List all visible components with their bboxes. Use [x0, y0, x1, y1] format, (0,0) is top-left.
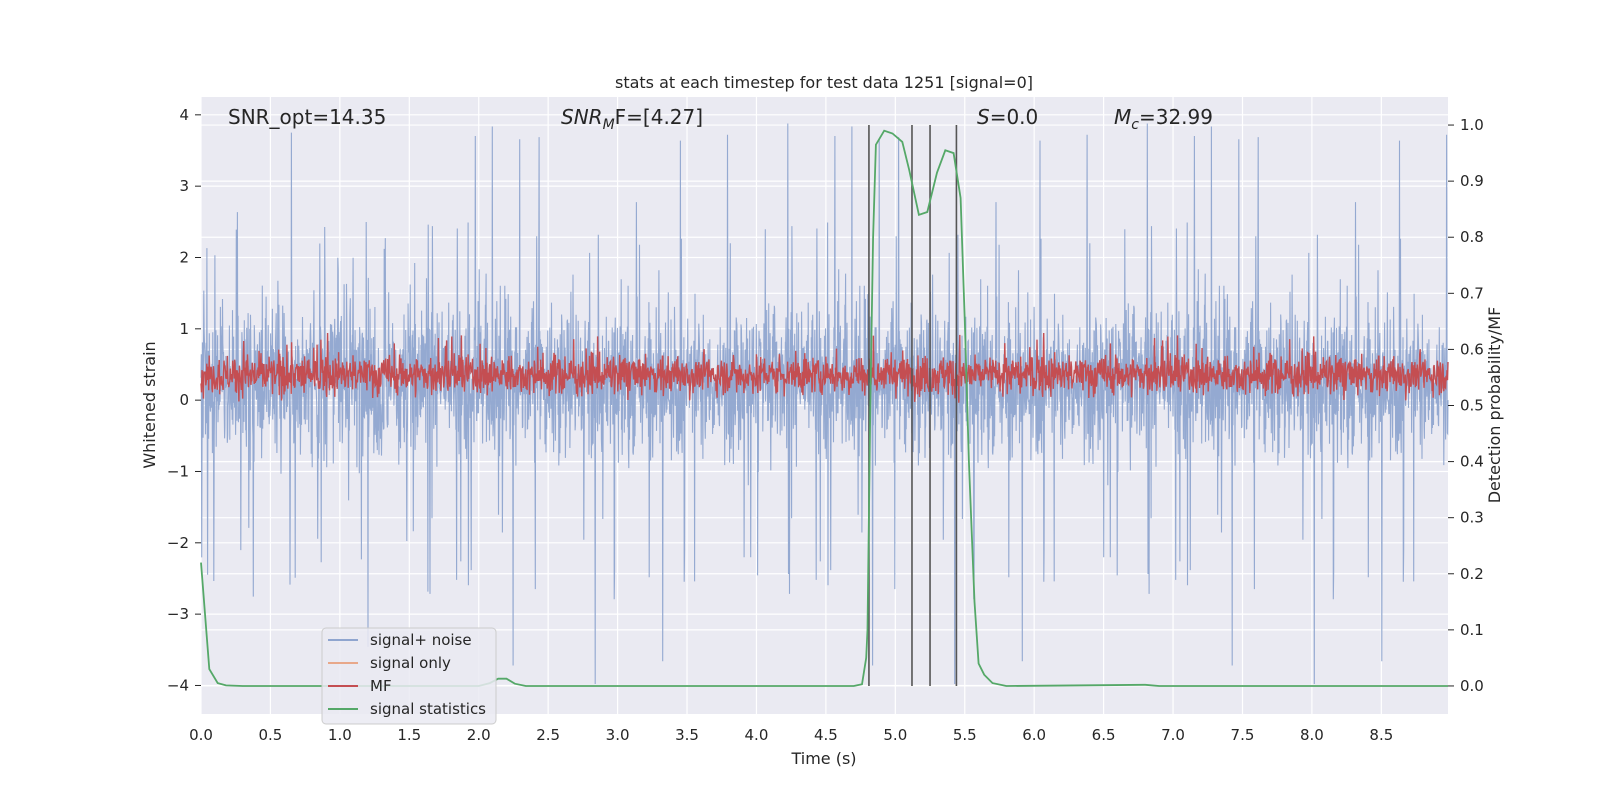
x-tick-label: 6.5: [1092, 726, 1116, 744]
x-axis-label: Time (s): [790, 749, 856, 768]
x-tick-label: 6.0: [1022, 726, 1046, 744]
annotation-snr-opt: SNR_opt=14.35: [228, 105, 386, 129]
y-tick-label-right: 0.6: [1460, 340, 1484, 358]
y-tick-label-left: 1: [179, 320, 189, 338]
y-tick-label-right: 0.3: [1460, 509, 1484, 527]
x-tick-label: 2.0: [467, 726, 491, 744]
vertical-markers: [868, 125, 958, 686]
snr-mf-value: F=[4.27]: [615, 105, 703, 129]
x-tick-label: 8.0: [1300, 726, 1324, 744]
x-tick-label: 0.5: [259, 726, 283, 744]
y-tick-label-right: 0.2: [1460, 565, 1484, 583]
x-tick-label: 8.5: [1369, 726, 1393, 744]
x-tick-label: 3.5: [675, 726, 699, 744]
y-axis-label-right: Detection probability/MF: [1485, 307, 1504, 504]
x-tick-label: 1.5: [397, 726, 421, 744]
legend-box: [321, 627, 497, 725]
y-tick-label-left: 3: [179, 177, 189, 195]
legend-label-mf: MF: [370, 677, 392, 695]
y-tick-label-left: 4: [179, 106, 189, 124]
annotation-mc: Mc=32.99: [1114, 105, 1213, 133]
series-mf: [200, 332, 1449, 403]
snr-mf-subscript: M: [603, 117, 615, 133]
x-tick-label: 4.0: [745, 726, 769, 744]
legend-label-signal-only: signal only: [370, 654, 451, 672]
annotation-snr-mf: SNRMF=[4.27]: [561, 105, 703, 133]
s-symbol: S: [977, 105, 990, 129]
y-tick-label-left: 2: [179, 248, 189, 266]
y-tick-label-left: −1: [167, 462, 189, 480]
x-tick-label: 7.0: [1161, 726, 1185, 744]
y-tick-label-right: 1.0: [1460, 116, 1484, 134]
x-tick-label: 2.5: [536, 726, 560, 744]
x-tick-label: 5.0: [883, 726, 907, 744]
legend-label-signal-statistics: signal statistics: [370, 700, 486, 718]
s-value: =0.0: [990, 105, 1039, 129]
x-tick-label: 4.5: [814, 726, 838, 744]
x-tick-label: 1.0: [328, 726, 352, 744]
x-tick-label: 3.0: [606, 726, 630, 744]
legend: signal+ noise signal only MF signal stat…: [321, 627, 497, 725]
mc-subscript: c: [1131, 117, 1139, 133]
y-tick-label-right: 0.1: [1460, 621, 1484, 639]
annotations: SNR_opt=14.35 SNRMF=[4.27] S=0.0 Mc=32.9…: [228, 105, 1213, 133]
y-tick-label-right: 0.9: [1460, 172, 1484, 190]
y-tick-label-right: 0.8: [1460, 228, 1484, 246]
y-tick-label-right: 0.5: [1460, 397, 1484, 415]
x-tick-label: 0.0: [189, 726, 213, 744]
mc-value: =32.99: [1139, 105, 1213, 129]
y-tick-label-left: 0: [179, 391, 189, 409]
chart-title: stats at each timestep for test data 125…: [615, 73, 1033, 92]
y-tick-label-left: −2: [167, 534, 189, 552]
y-tick-label-right: 0.7: [1460, 284, 1484, 302]
y-tick-label-left: −3: [167, 605, 189, 623]
y-tick-label-left: −4: [167, 676, 189, 694]
x-tick-label: 5.5: [953, 726, 977, 744]
y-axis-label-left: Whitened strain: [140, 341, 159, 468]
mf-line: [200, 332, 1449, 403]
y-tick-label-right: 0.0: [1460, 677, 1484, 695]
legend-label-signal-noise: signal+ noise: [370, 631, 472, 649]
snr-mf-symbol: SNR: [561, 105, 603, 129]
axis-ticks: 0.0 0.5 1.0 1.5 2.0 2.5 3.0 3.5 4.0 4.5 5.0 5.5 6.0 6…: [167, 106, 1484, 744]
x-tick-label: 7.5: [1231, 726, 1255, 744]
annotation-s: S=0.0: [977, 105, 1038, 129]
mc-symbol: M: [1114, 105, 1131, 129]
y-tick-label-right: 0.4: [1460, 453, 1484, 471]
